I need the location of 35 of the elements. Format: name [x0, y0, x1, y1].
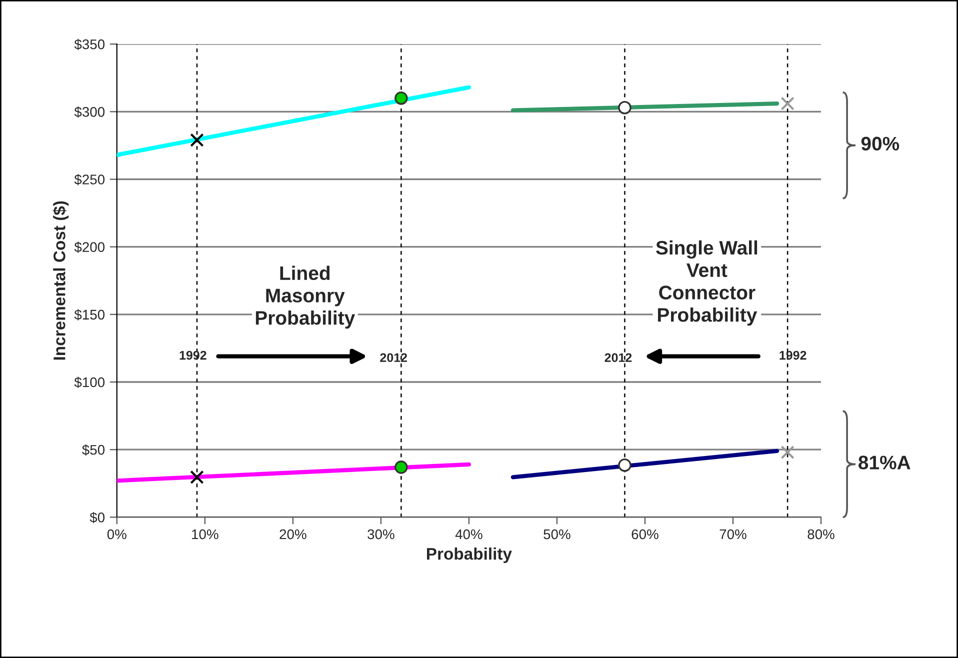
- annotation: 1992: [180, 350, 206, 360]
- y-tick-label: $150: [74, 309, 105, 320]
- point: [618, 100, 632, 114]
- point: [618, 458, 632, 472]
- annotation: Single Wall Vent Connector Probability: [656, 240, 758, 326]
- text: 90%: [861, 136, 900, 151]
- y-tick-label: $350: [74, 38, 105, 50]
- text: 81%A: [858, 456, 910, 470]
- x-tick-label: 30%: [368, 529, 394, 540]
- annotation: 1992: [780, 350, 806, 360]
- x-tick-label: 60%: [632, 529, 658, 540]
- x-tick-label: 50%: [544, 529, 570, 540]
- y-axis-title: Incremental Cost ($): [52, 201, 69, 360]
- point: [394, 460, 408, 474]
- point: [190, 470, 204, 484]
- x-tick-label: 40%: [455, 529, 482, 540]
- point: [394, 92, 408, 105]
- y-tick-label: $300: [74, 106, 105, 118]
- point: [190, 133, 204, 147]
- point: [780, 445, 794, 460]
- annotation: 2012: [604, 353, 632, 362]
- x-tick-label: 70%: [720, 529, 746, 540]
- y-tick-label: $0: [90, 512, 105, 524]
- x-tick-label: 10%: [192, 529, 218, 540]
- x-tick-label: 80%: [808, 529, 834, 540]
- y-tick-label: $200: [74, 242, 105, 253]
- x-tick-label: 20%: [280, 529, 306, 540]
- x-axis-title: Probability: [426, 547, 512, 564]
- y-tick-label: $50: [82, 444, 105, 456]
- y-tick-label: $100: [74, 376, 105, 388]
- annotation: 2012: [380, 353, 408, 362]
- y-tick-label: $250: [74, 174, 105, 186]
- point: [780, 96, 794, 110]
- x-tick-label: 0%: [107, 529, 126, 540]
- annotation: Lined Masonry Probability: [256, 266, 356, 329]
